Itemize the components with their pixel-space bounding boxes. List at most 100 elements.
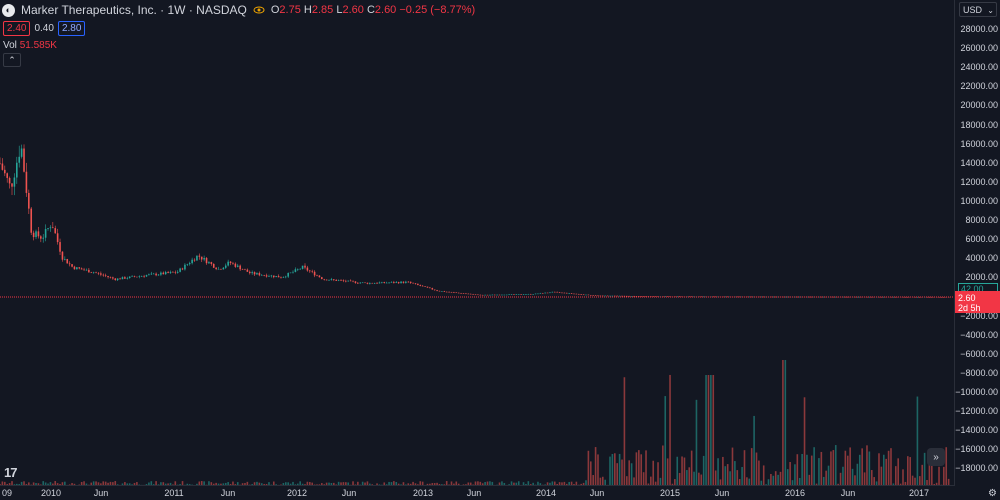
candle-body — [409, 281, 412, 283]
ask-button[interactable]: 2.80 — [57, 21, 86, 36]
volume-bar — [810, 455, 813, 485]
volume-bar — [551, 481, 554, 485]
candle-body — [160, 272, 162, 275]
candle-body — [565, 292, 568, 294]
candle-body — [272, 275, 275, 278]
candle-body — [870, 296, 873, 298]
volume-bar — [357, 481, 359, 485]
volume-bar — [770, 473, 772, 485]
volume-bar — [806, 454, 808, 485]
volume-bar — [114, 481, 117, 485]
volume-bar — [515, 482, 518, 485]
candle-body — [330, 279, 333, 281]
candle-body — [347, 280, 350, 282]
volume-bar — [282, 483, 285, 485]
candle-body — [92, 272, 95, 274]
candle-body — [443, 291, 446, 292]
currency-select[interactable]: USD ⌄ — [959, 2, 997, 17]
collapse-legend-button[interactable]: ⌃ — [3, 53, 21, 67]
volume-bar — [196, 483, 198, 485]
candle-body — [926, 296, 928, 298]
volume-bar — [234, 484, 237, 485]
candle-body — [265, 275, 268, 277]
volume-bar — [13, 484, 16, 485]
volume-bar — [419, 481, 422, 485]
candle-body — [88, 269, 90, 273]
candle-body — [441, 291, 443, 292]
volume-bar — [527, 481, 530, 485]
volume-bar — [203, 481, 205, 485]
volume-bar — [32, 482, 35, 485]
eye-icon[interactable] — [253, 4, 265, 16]
candle-body — [633, 296, 635, 297]
candle-body — [383, 281, 386, 283]
volume-bar — [457, 483, 460, 485]
volume-bar — [882, 454, 885, 485]
low-value: 2.60 — [342, 4, 364, 16]
volume-bar — [722, 456, 724, 485]
candle-body — [390, 282, 393, 283]
volume-bar — [731, 447, 734, 485]
volume-bar — [688, 467, 691, 485]
candle-body — [505, 294, 508, 296]
volume-bar — [599, 477, 602, 485]
candle-body — [128, 276, 131, 279]
candle-body — [395, 282, 398, 283]
candle-body — [352, 280, 354, 282]
candle-body — [304, 265, 306, 268]
candle-body — [145, 275, 148, 277]
volume-bar — [899, 483, 902, 485]
symbol-title[interactable]: Marker Therapeutics, Inc. · 1W · NASDAQ — [21, 3, 247, 17]
candle-body — [688, 296, 691, 298]
settings-icon[interactable]: ⚙ — [988, 488, 997, 499]
candle-body — [256, 273, 258, 275]
volume-bar — [767, 479, 770, 485]
candle-body — [316, 275, 318, 276]
candle-body — [549, 292, 551, 294]
volume-bar — [157, 484, 160, 485]
volume-bar — [851, 468, 854, 485]
bid-button[interactable]: 2.40 — [3, 21, 31, 36]
volume-bar — [657, 462, 659, 485]
volume-bar — [839, 472, 842, 485]
volume-bar — [220, 483, 222, 485]
time-axis[interactable]: 09 2010 Jun 2011 Jun 2012 Jun 2013 Jun 2014 Jun 201… — [0, 485, 955, 500]
volume-bar — [179, 484, 181, 485]
candle-body — [191, 259, 193, 264]
candle-body — [477, 294, 479, 296]
y-tick-label: 8000.00 — [965, 215, 998, 225]
volume-bar — [830, 451, 832, 485]
volume-bar — [695, 399, 698, 485]
scroll-to-realtime-button[interactable]: » — [927, 448, 945, 466]
chevron-down-icon: ⌄ — [987, 6, 994, 15]
volume-bar — [570, 481, 573, 485]
volume-bar — [935, 482, 938, 485]
symbol-logo-icon[interactable]: ◐ — [2, 3, 15, 17]
volume-bar — [164, 483, 167, 485]
candle-body — [621, 295, 623, 297]
candle-body — [188, 263, 191, 265]
candle-body — [157, 274, 160, 276]
candle-body — [366, 282, 369, 284]
candle-body — [381, 281, 383, 283]
volume-bar — [462, 484, 465, 485]
candle-body — [296, 269, 299, 270]
volume-bar — [133, 482, 136, 485]
volume-bar — [738, 479, 741, 485]
volume-bar — [549, 482, 551, 485]
tradingview-logo[interactable]: 17 — [4, 465, 18, 480]
bid-ask-row: 2.40 0.40 2.80 — [3, 21, 86, 36]
price-chart[interactable] — [0, 0, 955, 486]
candle-body — [227, 261, 229, 266]
volume-bar — [304, 484, 306, 485]
candle-body — [6, 173, 9, 178]
candle-body — [270, 275, 273, 277]
volume-bar — [128, 483, 131, 485]
volume-bar — [294, 484, 297, 485]
candle-body — [453, 292, 455, 293]
price-axis[interactable]: USD ⌄ 28000.00 26000.00 24000.00 22000.00 20… — [954, 0, 1000, 486]
volume-bar — [85, 483, 88, 485]
volume-bar — [450, 481, 453, 485]
volume-bar — [306, 481, 309, 485]
candle-body — [37, 231, 40, 237]
